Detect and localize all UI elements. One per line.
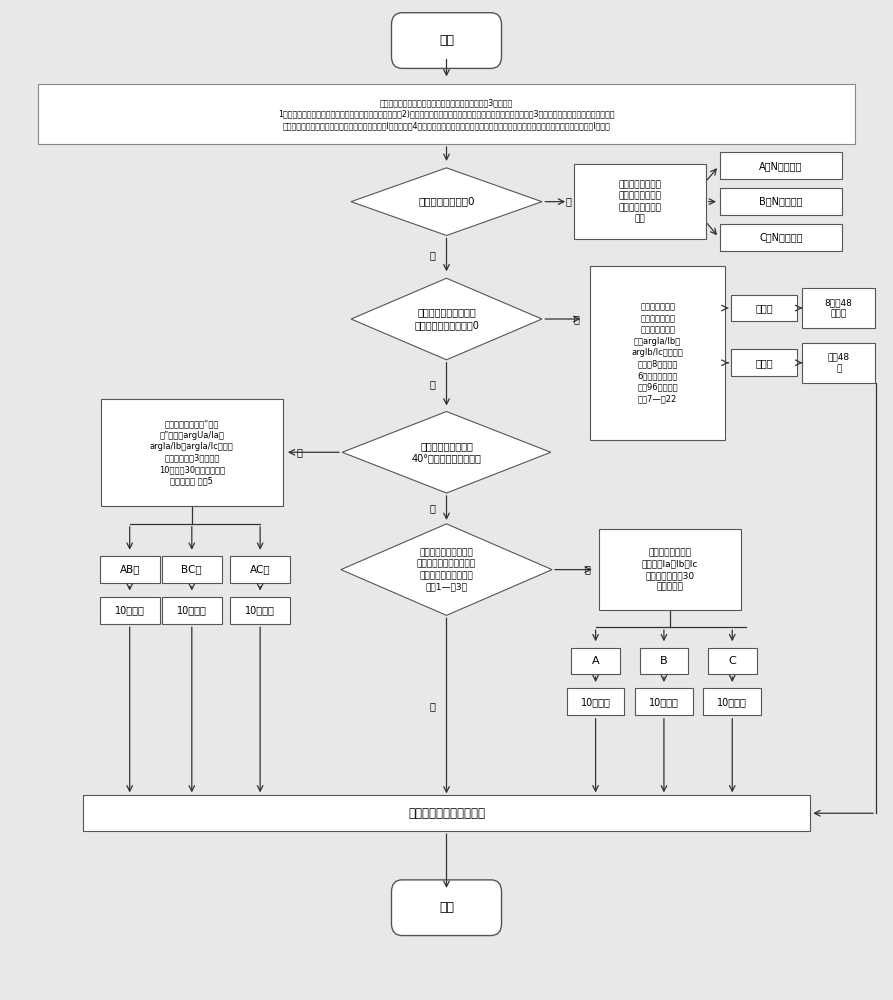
Text: 是: 是	[573, 314, 580, 324]
Bar	[162, 597, 222, 624]
Bar	[720, 188, 842, 215]
Bar	[704, 688, 761, 715]
Bar	[230, 556, 290, 583]
Text: 否: 否	[430, 701, 436, 711]
Bar	[38, 84, 855, 144]
Text: 否: 否	[430, 503, 436, 513]
Polygon shape	[341, 524, 552, 615]
Text: 10种故障: 10种故障	[717, 697, 747, 707]
Bar	[720, 224, 842, 251]
Polygon shape	[351, 278, 542, 360]
Bar	[639, 648, 689, 674]
Bar	[731, 349, 797, 376]
Text: 判断非故障两相幅值相
等，但幅角不等，故障相
电流幅值比正常大很多
（表1—表3）: 判断非故障两相幅值相 等，但幅角不等，故障相 电流幅值比正常大很多 （表1—表3…	[417, 548, 476, 591]
Bar	[101, 399, 283, 506]
Text: 10种故障: 10种故障	[649, 697, 679, 707]
Text: 10种故障: 10种故障	[246, 605, 275, 615]
Text: BC相: BC相	[181, 565, 202, 575]
Text: 进入两相短路判别“小类
项”，判定argUa/Ia、
argIa/Ib、argIa/Ic角度关
系，可判别出3组，每组
10种，共30类故障类型，
并输出结果 : 进入两相短路判别“小类 项”，判定argUa/Ia、 argIa/Ib、argI…	[150, 419, 234, 485]
Text: 区分单相接地、两相短路、正常运行倒相及极性反向3种类型。
1）正常运行时倒相，三相幅值完全相等，但不是正序量；2)正常运行时极性反相，三相幅值完全相等，但不是正: 区分单相接地、两相短路、正常运行倒相及极性反向3种类型。 1）正常运行时倒相，三…	[279, 98, 614, 130]
Text: AC相: AC相	[250, 565, 271, 575]
Text: A: A	[592, 656, 599, 666]
Text: 是: 是	[584, 565, 590, 575]
Text: 其他48
组: 其他48 组	[828, 353, 850, 373]
Text: 进入相零倒相判别
程序，判别哪相与
零相倒相，并输出
结果: 进入相零倒相判别 程序，判别哪相与 零相倒相，并输出 结果	[619, 180, 662, 223]
Bar	[803, 288, 875, 328]
Bar	[567, 688, 624, 715]
Text: 10种故障: 10种故障	[177, 605, 207, 615]
Polygon shape	[342, 411, 551, 493]
Text: 送电侧: 送电侧	[755, 303, 773, 313]
Text: C、N倒相判别: C、N倒相判别	[759, 232, 803, 242]
Text: 否: 否	[430, 250, 436, 260]
Text: B: B	[660, 656, 668, 666]
Text: 进入相相倒相和
反相判别程序，
根据送电侧和受
电侧argIa/Ib与
argIb/Ic的角度范
围分为8组，每组
6种情况，判别并
给出96类结果。
见表7—: 进入相相倒相和 反相判别程序， 根据送电侧和受 电侧argIa/Ib与 argI…	[632, 303, 683, 403]
Text: 是: 是	[296, 447, 303, 457]
Text: 10种故障: 10种故障	[114, 605, 145, 615]
Bar	[731, 295, 797, 321]
Text: 是: 是	[566, 197, 572, 207]
Bar	[708, 648, 756, 674]
Bar	[99, 597, 160, 624]
Bar	[599, 529, 741, 610]
Bar	[572, 648, 620, 674]
Bar	[162, 556, 222, 583]
Bar	[590, 266, 725, 440]
Bar	[635, 688, 693, 715]
Text: 10种故障: 10种故障	[580, 697, 611, 707]
Text: C: C	[729, 656, 736, 666]
Bar	[574, 164, 705, 239]
Text: 显示判别结果，功率方向: 显示判别结果，功率方向	[408, 807, 485, 820]
Text: 进入单相接地判小
相，根据Ia、Ib、Ic
幅角范围判别出30
种故障类型: 进入单相接地判小 相，根据Ia、Ib、Ic 幅角范围判别出30 种故障类型	[642, 548, 698, 591]
FancyBboxPatch shape	[391, 13, 502, 68]
Bar	[99, 556, 160, 583]
Text: 结束: 结束	[439, 901, 454, 914]
FancyBboxPatch shape	[391, 880, 502, 936]
Text: B、N倒相判别: B、N倒相判别	[759, 197, 803, 207]
Text: AB相: AB相	[120, 565, 140, 575]
Text: 是否有一相电流为0: 是否有一相电流为0	[418, 197, 475, 207]
Text: A、N倒相判别: A、N倒相判别	[759, 161, 803, 171]
Text: 开始: 开始	[439, 34, 454, 47]
Bar	[83, 795, 810, 831]
Text: 否: 否	[430, 379, 436, 389]
Bar	[803, 343, 875, 383]
Text: 8组共48
种故障: 8组共48 种故障	[825, 298, 853, 318]
Text: 是否有两相夹角小于
40°，故障两相幅值相等: 是否有两相夹角小于 40°，故障两相幅值相等	[412, 441, 481, 464]
Text: 受电侧: 受电侧	[755, 358, 773, 368]
Text: 是否有两相电流幅值相
等，另外一相幅值不为0: 是否有两相电流幅值相 等，另外一相幅值不为0	[414, 308, 479, 330]
Bar	[720, 152, 842, 179]
Bar	[230, 597, 290, 624]
Polygon shape	[351, 168, 542, 235]
